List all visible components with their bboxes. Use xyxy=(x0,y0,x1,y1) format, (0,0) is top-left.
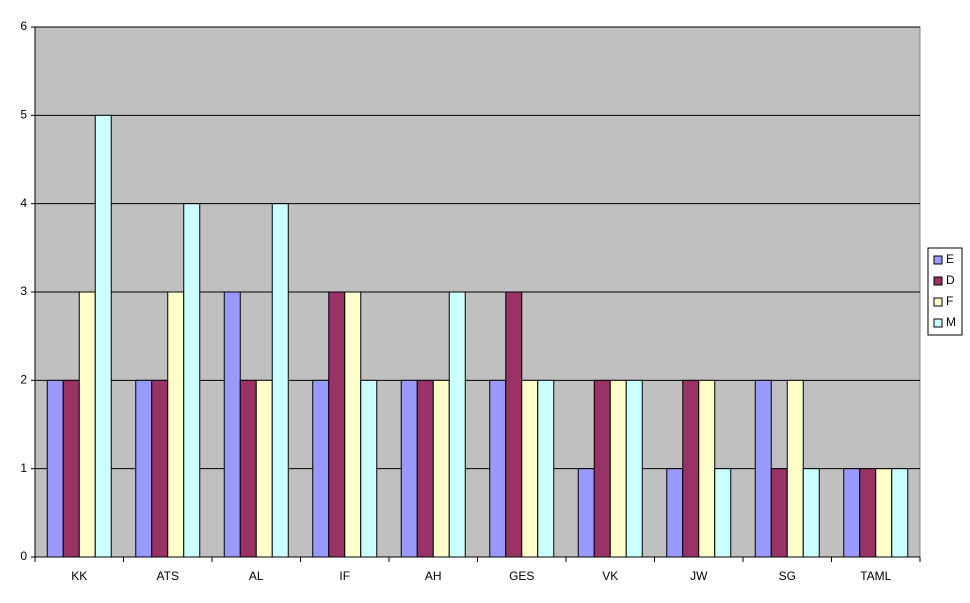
bar xyxy=(135,379,153,558)
legend-label: E xyxy=(946,252,954,266)
bar xyxy=(312,379,330,558)
bar xyxy=(416,379,434,558)
x-tick-label: KK xyxy=(71,569,87,583)
legend-label: M xyxy=(946,315,956,329)
legend-item: E xyxy=(933,252,954,266)
legend-swatch xyxy=(933,297,943,307)
bar xyxy=(489,379,507,558)
bar xyxy=(714,468,732,558)
bar xyxy=(786,379,804,558)
bar xyxy=(682,379,700,558)
x-tick-label: VK xyxy=(602,569,618,583)
bar xyxy=(360,379,378,558)
bar xyxy=(183,203,201,558)
legend-item: F xyxy=(933,294,953,308)
bar xyxy=(151,379,169,558)
bar xyxy=(448,291,466,558)
bar xyxy=(223,291,241,558)
bar xyxy=(94,114,112,558)
legend-swatch xyxy=(933,255,943,265)
bar xyxy=(521,379,539,558)
legend-label: F xyxy=(946,294,953,308)
bar xyxy=(239,379,257,558)
x-tick-label: AL xyxy=(249,569,264,583)
bar xyxy=(875,468,893,558)
legend-swatch xyxy=(933,276,943,286)
y-tick-label: 2 xyxy=(20,373,27,387)
legend-box xyxy=(927,247,963,336)
x-tick-label: SG xyxy=(779,569,796,583)
bar xyxy=(770,468,788,558)
bar xyxy=(505,291,523,558)
y-tick-label: 5 xyxy=(20,108,27,122)
y-tick-label: 1 xyxy=(20,461,27,475)
y-tick-label: 0 xyxy=(20,549,27,563)
y-tick-label: 4 xyxy=(20,196,27,210)
bar xyxy=(400,379,418,558)
legend-label: D xyxy=(946,273,955,287)
x-tick-label: IF xyxy=(339,569,350,583)
bar xyxy=(754,379,772,558)
bar xyxy=(328,291,346,558)
x-tick-label: GES xyxy=(509,569,534,583)
legend-item: M xyxy=(933,315,956,329)
bar xyxy=(609,379,627,558)
bar xyxy=(271,203,289,558)
x-tick-label: AH xyxy=(425,569,442,583)
bar xyxy=(46,379,64,558)
y-tick-label: 3 xyxy=(20,284,27,298)
bar xyxy=(891,468,909,558)
bar xyxy=(62,379,80,558)
y-tick-label: 6 xyxy=(20,19,27,33)
x-tick-label: ATS xyxy=(157,569,179,583)
bar xyxy=(78,291,96,558)
bar xyxy=(698,379,716,558)
bar xyxy=(843,468,861,558)
bar xyxy=(344,291,362,558)
bar xyxy=(859,468,877,558)
legend-swatch xyxy=(933,318,943,328)
bar xyxy=(577,468,595,558)
bar xyxy=(666,468,684,558)
bar xyxy=(167,291,185,558)
bar xyxy=(593,379,611,558)
bar xyxy=(802,468,820,558)
x-tick-label: JW xyxy=(690,569,708,583)
bar xyxy=(625,379,643,558)
x-tick-label: TAML xyxy=(860,569,891,583)
legend-item: D xyxy=(933,273,955,287)
bar xyxy=(537,379,555,558)
bar xyxy=(255,379,273,558)
bar xyxy=(432,379,450,558)
